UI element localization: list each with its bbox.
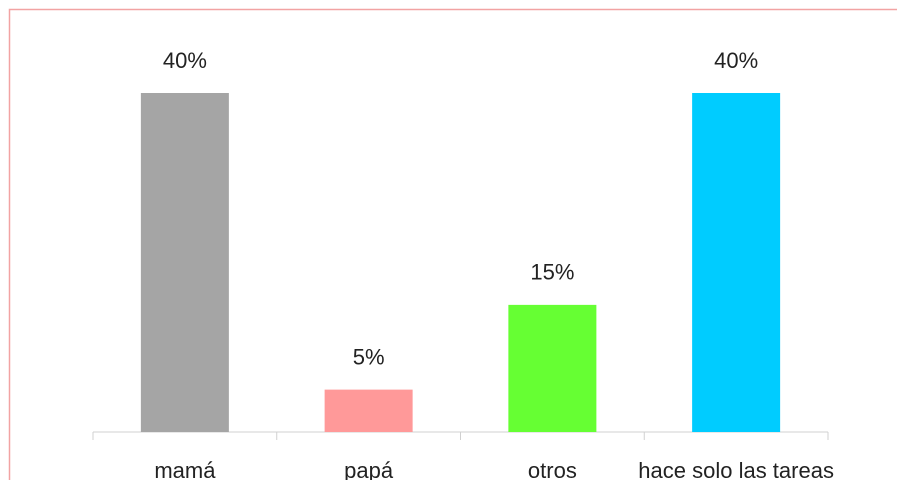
data-label: 40% (714, 48, 758, 73)
x-tick-label: papá (344, 458, 394, 480)
bar (324, 389, 413, 432)
x-tick-label: otros (528, 458, 577, 480)
bar (140, 93, 229, 432)
data-label: 40% (163, 48, 207, 73)
data-label: 15% (530, 260, 574, 285)
data-label: 5% (353, 344, 385, 369)
x-tick-label: hace solo las tareas (638, 458, 834, 480)
chart-border (8, 8, 897, 480)
x-tick-label: mamá (154, 458, 216, 480)
bar (692, 93, 781, 432)
bar (508, 304, 597, 432)
